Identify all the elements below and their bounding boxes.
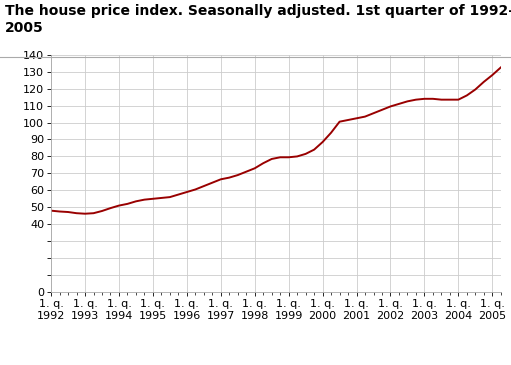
Text: The house price index. Seasonally adjusted. 1st quarter of 1992-1st quarter of
2: The house price index. Seasonally adjust… bbox=[5, 4, 511, 35]
